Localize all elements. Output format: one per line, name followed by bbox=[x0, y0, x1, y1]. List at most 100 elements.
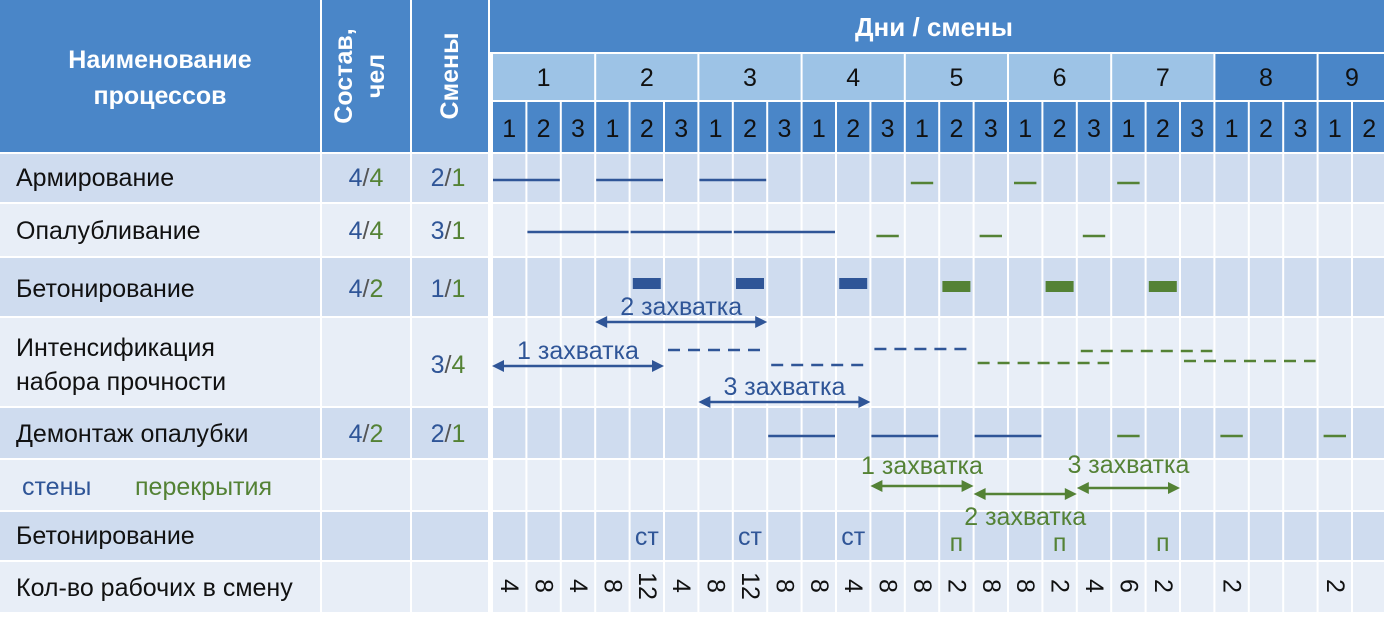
grid-cell bbox=[1043, 512, 1076, 560]
grid-cell bbox=[802, 562, 835, 612]
row-band-crew bbox=[322, 258, 410, 316]
grid-cell bbox=[802, 460, 835, 510]
workers-value: 6 bbox=[1114, 579, 1142, 593]
grid-cell bbox=[527, 512, 560, 560]
row-band-shifts bbox=[412, 512, 488, 560]
grid-cell bbox=[1181, 204, 1214, 256]
grid-cell bbox=[974, 460, 1007, 510]
grid-cell bbox=[527, 154, 560, 202]
grid-cell bbox=[699, 460, 732, 510]
shifts-floors: 1 bbox=[451, 275, 465, 303]
grid-cell bbox=[527, 562, 560, 612]
grid-cell bbox=[1249, 204, 1283, 256]
row-band-name bbox=[0, 204, 320, 256]
grid-cell bbox=[1181, 258, 1214, 316]
grid-cell bbox=[733, 562, 767, 612]
grid-cell bbox=[1112, 258, 1145, 316]
workers-value: 2 bbox=[1218, 579, 1246, 593]
grid-cell bbox=[1284, 154, 1317, 202]
grid-cell bbox=[630, 154, 663, 202]
shifts-floors: 4 bbox=[451, 351, 465, 379]
shift-cell bbox=[493, 102, 526, 152]
grid-cell bbox=[1077, 154, 1111, 202]
grid-cell bbox=[630, 512, 663, 560]
grid-cell bbox=[699, 258, 732, 316]
crew-header-cell bbox=[322, 0, 410, 152]
grid-cell bbox=[974, 562, 1007, 612]
grid-cell bbox=[699, 318, 732, 406]
grid-cell bbox=[699, 204, 732, 256]
grid-cell bbox=[1249, 408, 1283, 458]
grid-cell bbox=[802, 204, 835, 256]
row-band-name bbox=[0, 318, 320, 406]
shift-cell bbox=[1353, 102, 1384, 152]
grid-cell bbox=[940, 318, 973, 406]
workers-value: 12 bbox=[736, 572, 764, 600]
grid-cell bbox=[1249, 512, 1283, 560]
grid-cell bbox=[1284, 512, 1317, 560]
grid-cell bbox=[1353, 408, 1384, 458]
grid-cell bbox=[802, 512, 835, 560]
day-cell bbox=[596, 54, 698, 100]
shift-cell bbox=[630, 102, 663, 152]
crew-title-line2: чел bbox=[362, 54, 390, 98]
shift-number: 2 bbox=[1053, 115, 1067, 143]
separator: / bbox=[363, 164, 370, 192]
grid-cell bbox=[733, 204, 767, 256]
process-title-line1: Наименование bbox=[68, 46, 252, 74]
grid-cell bbox=[837, 204, 870, 256]
grid-cell bbox=[596, 512, 629, 560]
grid-cell bbox=[1318, 512, 1351, 560]
shift-cell bbox=[871, 102, 904, 152]
grid-cell bbox=[1353, 204, 1384, 256]
grid-cell bbox=[1009, 562, 1042, 612]
concrete-bar bbox=[839, 278, 868, 289]
day-cell bbox=[1318, 54, 1384, 100]
grid-cell bbox=[493, 258, 526, 316]
grid-cell bbox=[1009, 460, 1042, 510]
workers-label: Кол-во рабочих в смену bbox=[16, 574, 293, 602]
grid-cell bbox=[699, 512, 732, 560]
grid-cell bbox=[1146, 408, 1179, 458]
shift-number: 1 bbox=[1121, 115, 1135, 143]
grid-cell bbox=[1318, 258, 1351, 316]
day-number: 6 bbox=[1053, 64, 1067, 92]
annotation-arrowhead-right bbox=[652, 360, 664, 372]
workers-value: 4 bbox=[564, 579, 592, 593]
shift-cell bbox=[1215, 102, 1248, 152]
grid-cell bbox=[561, 408, 595, 458]
grid-cell bbox=[1181, 408, 1214, 458]
row-band-crew bbox=[322, 460, 410, 510]
grid-cell bbox=[768, 512, 801, 560]
shift-number: 3 bbox=[1087, 115, 1101, 143]
grid-cell bbox=[974, 512, 1007, 560]
shifts-floors: 1 bbox=[451, 217, 465, 245]
shift-cell bbox=[1043, 102, 1076, 152]
shifts-walls: 3 bbox=[431, 217, 445, 245]
row-band-crew bbox=[322, 318, 410, 406]
annotation-arrowhead-left bbox=[973, 488, 986, 500]
crew-floors: 2 bbox=[369, 275, 383, 303]
grid-cell bbox=[527, 258, 560, 316]
crew-floors: 4 bbox=[369, 217, 383, 245]
grid-cell bbox=[596, 460, 629, 510]
day-cell bbox=[1112, 54, 1214, 100]
shift-number: 1 bbox=[1018, 115, 1032, 143]
crew-value: 4/2 bbox=[349, 420, 384, 448]
row-band-name bbox=[0, 460, 320, 510]
shifts-value: 3/4 bbox=[431, 351, 466, 379]
grid-cell bbox=[974, 204, 1007, 256]
annotation-arrowhead-left bbox=[595, 316, 608, 328]
annotation-label: 3 захватка bbox=[1067, 451, 1189, 479]
grid-cell bbox=[871, 258, 904, 316]
concrete-bar bbox=[1045, 281, 1074, 292]
grid-cell bbox=[561, 512, 595, 560]
grid-cell bbox=[596, 408, 629, 458]
crew-floors: 4 bbox=[369, 164, 383, 192]
grid-cell bbox=[561, 562, 595, 612]
grid-cell bbox=[596, 258, 629, 316]
grid-cell bbox=[1284, 408, 1317, 458]
grid-cell bbox=[596, 204, 629, 256]
shift-cell bbox=[1249, 102, 1283, 152]
annotation-arrowhead-right bbox=[961, 480, 974, 492]
